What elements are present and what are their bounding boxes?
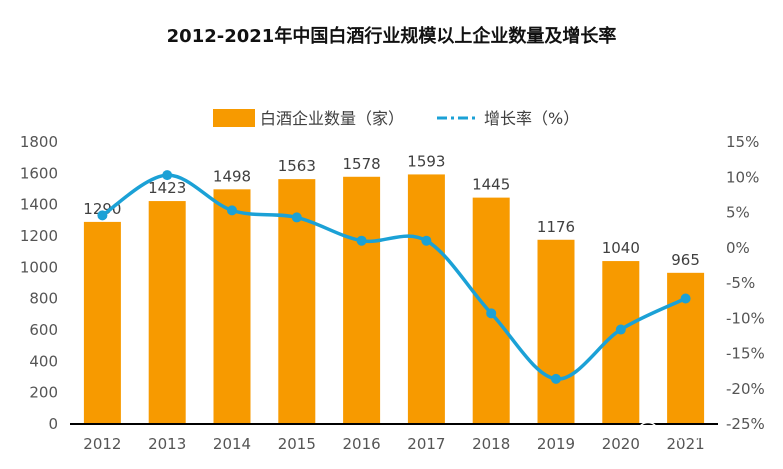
y-left-tick-label: 400 [29, 352, 58, 370]
y-right-tick-label: -15% [726, 345, 765, 363]
legend-swatch-bar [213, 109, 255, 127]
y-right-tick-label: -10% [726, 309, 765, 327]
bar-2016 [343, 176, 381, 424]
y-left-tick-label: 1600 [20, 164, 58, 182]
y-right-tick-label: -5% [726, 274, 755, 292]
bar-2017 [407, 174, 445, 424]
y-axis-right: 15% 10% 5% 0% -5% -10% -15% -20% -25% [726, 133, 765, 433]
chart-title: 2012-2021年中国白酒行业规模以上企业数量及增长率 [166, 26, 617, 47]
x-tick-label: 2013 [148, 435, 186, 453]
x-tick-label: 2021 [667, 435, 705, 453]
y-right-tick-label: 0% [726, 239, 750, 257]
growth-rate-point-2021 [680, 293, 691, 304]
growth-rate-point-2013 [162, 170, 173, 181]
bar-2012 [83, 221, 121, 424]
y-axis-left: 0 200 400 600 800 1000 1200 1400 1600 1800 [20, 133, 58, 433]
y-left-tick-label: 1200 [20, 227, 58, 245]
bar-data-labels: 1290 1423 1498 1563 1578 1593 1445 1176 1040 965 [83, 152, 700, 268]
growth-rate-line [101, 173, 687, 381]
x-tick-label: 2017 [407, 435, 445, 453]
data-label-2016: 1578 [343, 155, 381, 173]
y-left-tick-label: 0 [48, 415, 58, 433]
watermark-text: 黑马一族 [673, 428, 729, 444]
y-left-tick-label: 1800 [20, 133, 58, 151]
x-tick-label: 2018 [472, 435, 510, 453]
line-series [97, 170, 691, 384]
bar-2013 [148, 201, 186, 424]
x-axis-ticks: 2012 2013 2014 2015 2016 2017 2018 2019 2020 2021 [83, 435, 704, 453]
data-label-2012: 1290 [83, 200, 121, 218]
data-label-2015: 1563 [278, 157, 316, 175]
data-label-2014: 1498 [213, 167, 251, 185]
y-left-tick-label: 1400 [20, 196, 58, 214]
y-right-tick-label: 15% [726, 133, 759, 151]
growth-rate-point-2017 [421, 235, 432, 246]
growth-rate-point-2020 [615, 324, 626, 335]
y-left-tick-label: 800 [29, 290, 58, 308]
y-right-tick-label: -25% [726, 415, 765, 433]
x-tick-label: 2014 [213, 435, 251, 453]
y-left-tick-label: 200 [29, 384, 58, 402]
growth-rate-point-2019 [551, 373, 561, 384]
bar-2014 [213, 189, 251, 424]
bar-2019 [537, 239, 575, 424]
data-label-2018: 1445 [472, 176, 510, 194]
data-label-2021: 965 [671, 251, 700, 269]
growth-rate-point-2015 [291, 212, 302, 223]
growth-rate-point-2018 [486, 308, 497, 319]
y-right-tick-label: 10% [726, 168, 759, 186]
data-label-2020: 1040 [602, 239, 640, 257]
y-left-tick-label: 600 [29, 321, 58, 339]
x-tick-label: 2019 [537, 435, 575, 453]
x-tick-label: 2015 [278, 435, 316, 453]
legend-label-line: 增长率（%） [484, 109, 579, 128]
data-label-2013: 1423 [148, 179, 186, 197]
x-tick-label: 2016 [343, 435, 381, 453]
wechat-icon [638, 421, 668, 445]
y-left-tick-label: 1000 [20, 258, 58, 276]
watermark: 黑马一族 [638, 421, 729, 445]
data-label-2019: 1176 [537, 218, 575, 236]
legend: 白酒企业数量（家） 增长率（%） [213, 109, 579, 128]
growth-rate-point-2016 [356, 235, 367, 246]
x-tick-label: 2012 [83, 435, 121, 453]
data-label-2017: 1593 [407, 152, 445, 170]
x-tick-label: 2020 [602, 435, 640, 453]
legend-label-bar: 白酒企业数量（家） [260, 109, 404, 128]
bar-2020 [602, 261, 640, 424]
growth-rate-point-2012 [97, 210, 108, 221]
growth-rate-point-2014 [227, 205, 237, 216]
bar-series [83, 174, 705, 424]
y-right-tick-label: -20% [726, 380, 765, 398]
y-right-tick-label: 5% [726, 204, 750, 222]
